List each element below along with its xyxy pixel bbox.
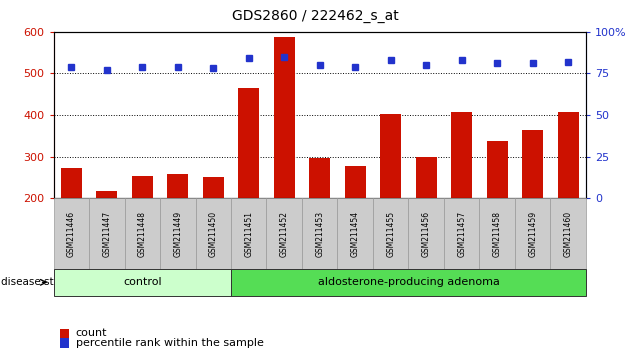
Text: GSM211447: GSM211447 <box>102 211 112 257</box>
Text: count: count <box>76 329 107 338</box>
Bar <box>522 130 543 198</box>
Text: GSM211458: GSM211458 <box>493 211 501 257</box>
Bar <box>273 37 295 198</box>
Text: GSM211455: GSM211455 <box>386 211 395 257</box>
Text: GSM211451: GSM211451 <box>244 211 253 257</box>
Text: GSM211459: GSM211459 <box>528 211 537 257</box>
Bar <box>558 112 579 198</box>
Bar <box>380 114 401 198</box>
Bar <box>167 174 188 198</box>
Bar <box>203 177 224 198</box>
Bar <box>60 168 82 198</box>
Text: aldosterone-producing adenoma: aldosterone-producing adenoma <box>318 277 500 287</box>
Text: GSM211449: GSM211449 <box>173 211 182 257</box>
Text: GSM211446: GSM211446 <box>67 211 76 257</box>
Bar <box>96 191 117 198</box>
Text: GSM211448: GSM211448 <box>138 211 147 257</box>
Text: GSM211452: GSM211452 <box>280 211 289 257</box>
Text: GSM211454: GSM211454 <box>351 211 360 257</box>
Bar <box>416 156 437 198</box>
Bar <box>309 158 330 198</box>
Bar <box>345 166 366 198</box>
Bar <box>238 88 260 198</box>
Text: GSM211457: GSM211457 <box>457 211 466 257</box>
Text: GSM211450: GSM211450 <box>209 211 218 257</box>
Text: GSM211460: GSM211460 <box>564 211 573 257</box>
Text: percentile rank within the sample: percentile rank within the sample <box>76 338 263 348</box>
Text: GSM211456: GSM211456 <box>421 211 431 257</box>
Bar <box>451 112 472 198</box>
Bar <box>132 176 153 198</box>
Text: GSM211453: GSM211453 <box>315 211 324 257</box>
Text: control: control <box>123 277 161 287</box>
Bar <box>486 141 508 198</box>
Text: disease state: disease state <box>1 277 71 287</box>
Text: GDS2860 / 222462_s_at: GDS2860 / 222462_s_at <box>232 9 398 23</box>
